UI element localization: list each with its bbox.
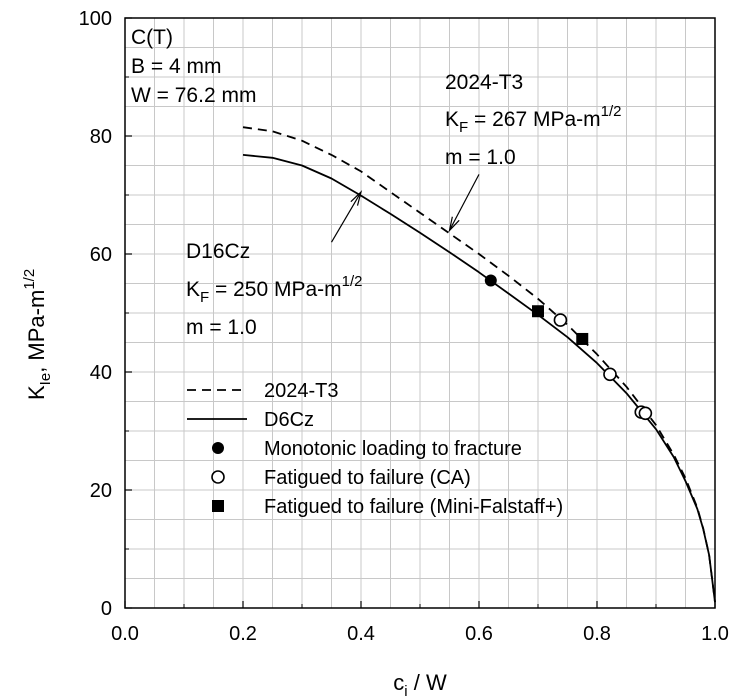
legend-label: 2024-T3 [264,380,339,402]
x-tick-label: 0.8 [583,623,611,645]
y-tick-label: 20 [90,480,112,502]
y-tick-label: 100 [79,8,112,30]
x-tick-label: 0.2 [229,623,257,645]
x-tick-label: 0.4 [347,623,375,645]
leader-arrow [448,174,480,231]
annotation-2024: 2024-T3 KF = 267 MPa-m1/2 m = 1.0 [445,71,622,169]
specimen-thickness: B = 4 mm [131,55,221,78]
arrow-head [350,190,363,206]
x-tick-label: 0.0 [111,623,139,645]
y-tick-label: 0 [101,598,112,620]
y-tick-label: 60 [90,244,112,266]
marker-monotonic [484,274,497,287]
marker-fatigue-ca [603,367,617,382]
annotation-d16: D16Cz KF = 250 MPa-m1/2 m = 1.0 [186,240,363,339]
y-tick-label: 40 [90,362,112,384]
legend: 2024-T3 D6Cz Monotonic loading to fracture… [187,380,563,518]
specimen-type: C(T) [131,26,173,49]
marker-mini-falstaff [576,332,589,345]
leader-arrow [330,191,362,243]
legend-swatch-open-circle [211,470,225,484]
y-tick-label: 80 [90,126,112,148]
annotation-2024-m: m = 1.0 [445,146,516,169]
annotation-d16-kf: KF = 250 MPa-m1/2 [186,273,363,306]
annotation-d16-name: D16Cz [186,240,250,263]
marker-layer [484,274,653,421]
axis-ticks: 0.0 0.2 0.4 0.6 0.8 1.0 0 20 40 60 80 100 [79,8,729,645]
legend-label: Monotonic loading to fracture [264,438,522,460]
marker-mini-falstaff [532,305,544,318]
arrow-layer [330,174,480,243]
y-axis-label: KIe, MPa-m1/2 [21,269,54,400]
annotation-2024-name: 2024-T3 [445,71,523,94]
legend-label: Fatigued to failure (Mini-Falstaff+) [264,496,563,518]
legend-swatch-filled-circle [212,442,224,454]
legend-swatch-filled-square [212,500,224,512]
specimen-annotation: C(T) B = 4 mm W = 76.2 mm [131,26,256,107]
x-tick-label: 0.6 [465,623,493,645]
x-tick-label: 1.0 [701,623,729,645]
legend-label: D6Cz [264,409,314,431]
marker-fatigue-ca [638,406,653,421]
x-axis-label: ci / W [393,670,447,700]
annotation-d16-m: m = 1.0 [186,316,257,339]
marker-fatigue-ca [553,313,568,327]
annotation-2024-kf: KF = 267 MPa-m1/2 [445,103,622,136]
legend-label: Fatigued to failure (CA) [264,467,471,489]
arrow-head [448,216,460,233]
specimen-width: W = 76.2 mm [131,84,256,107]
